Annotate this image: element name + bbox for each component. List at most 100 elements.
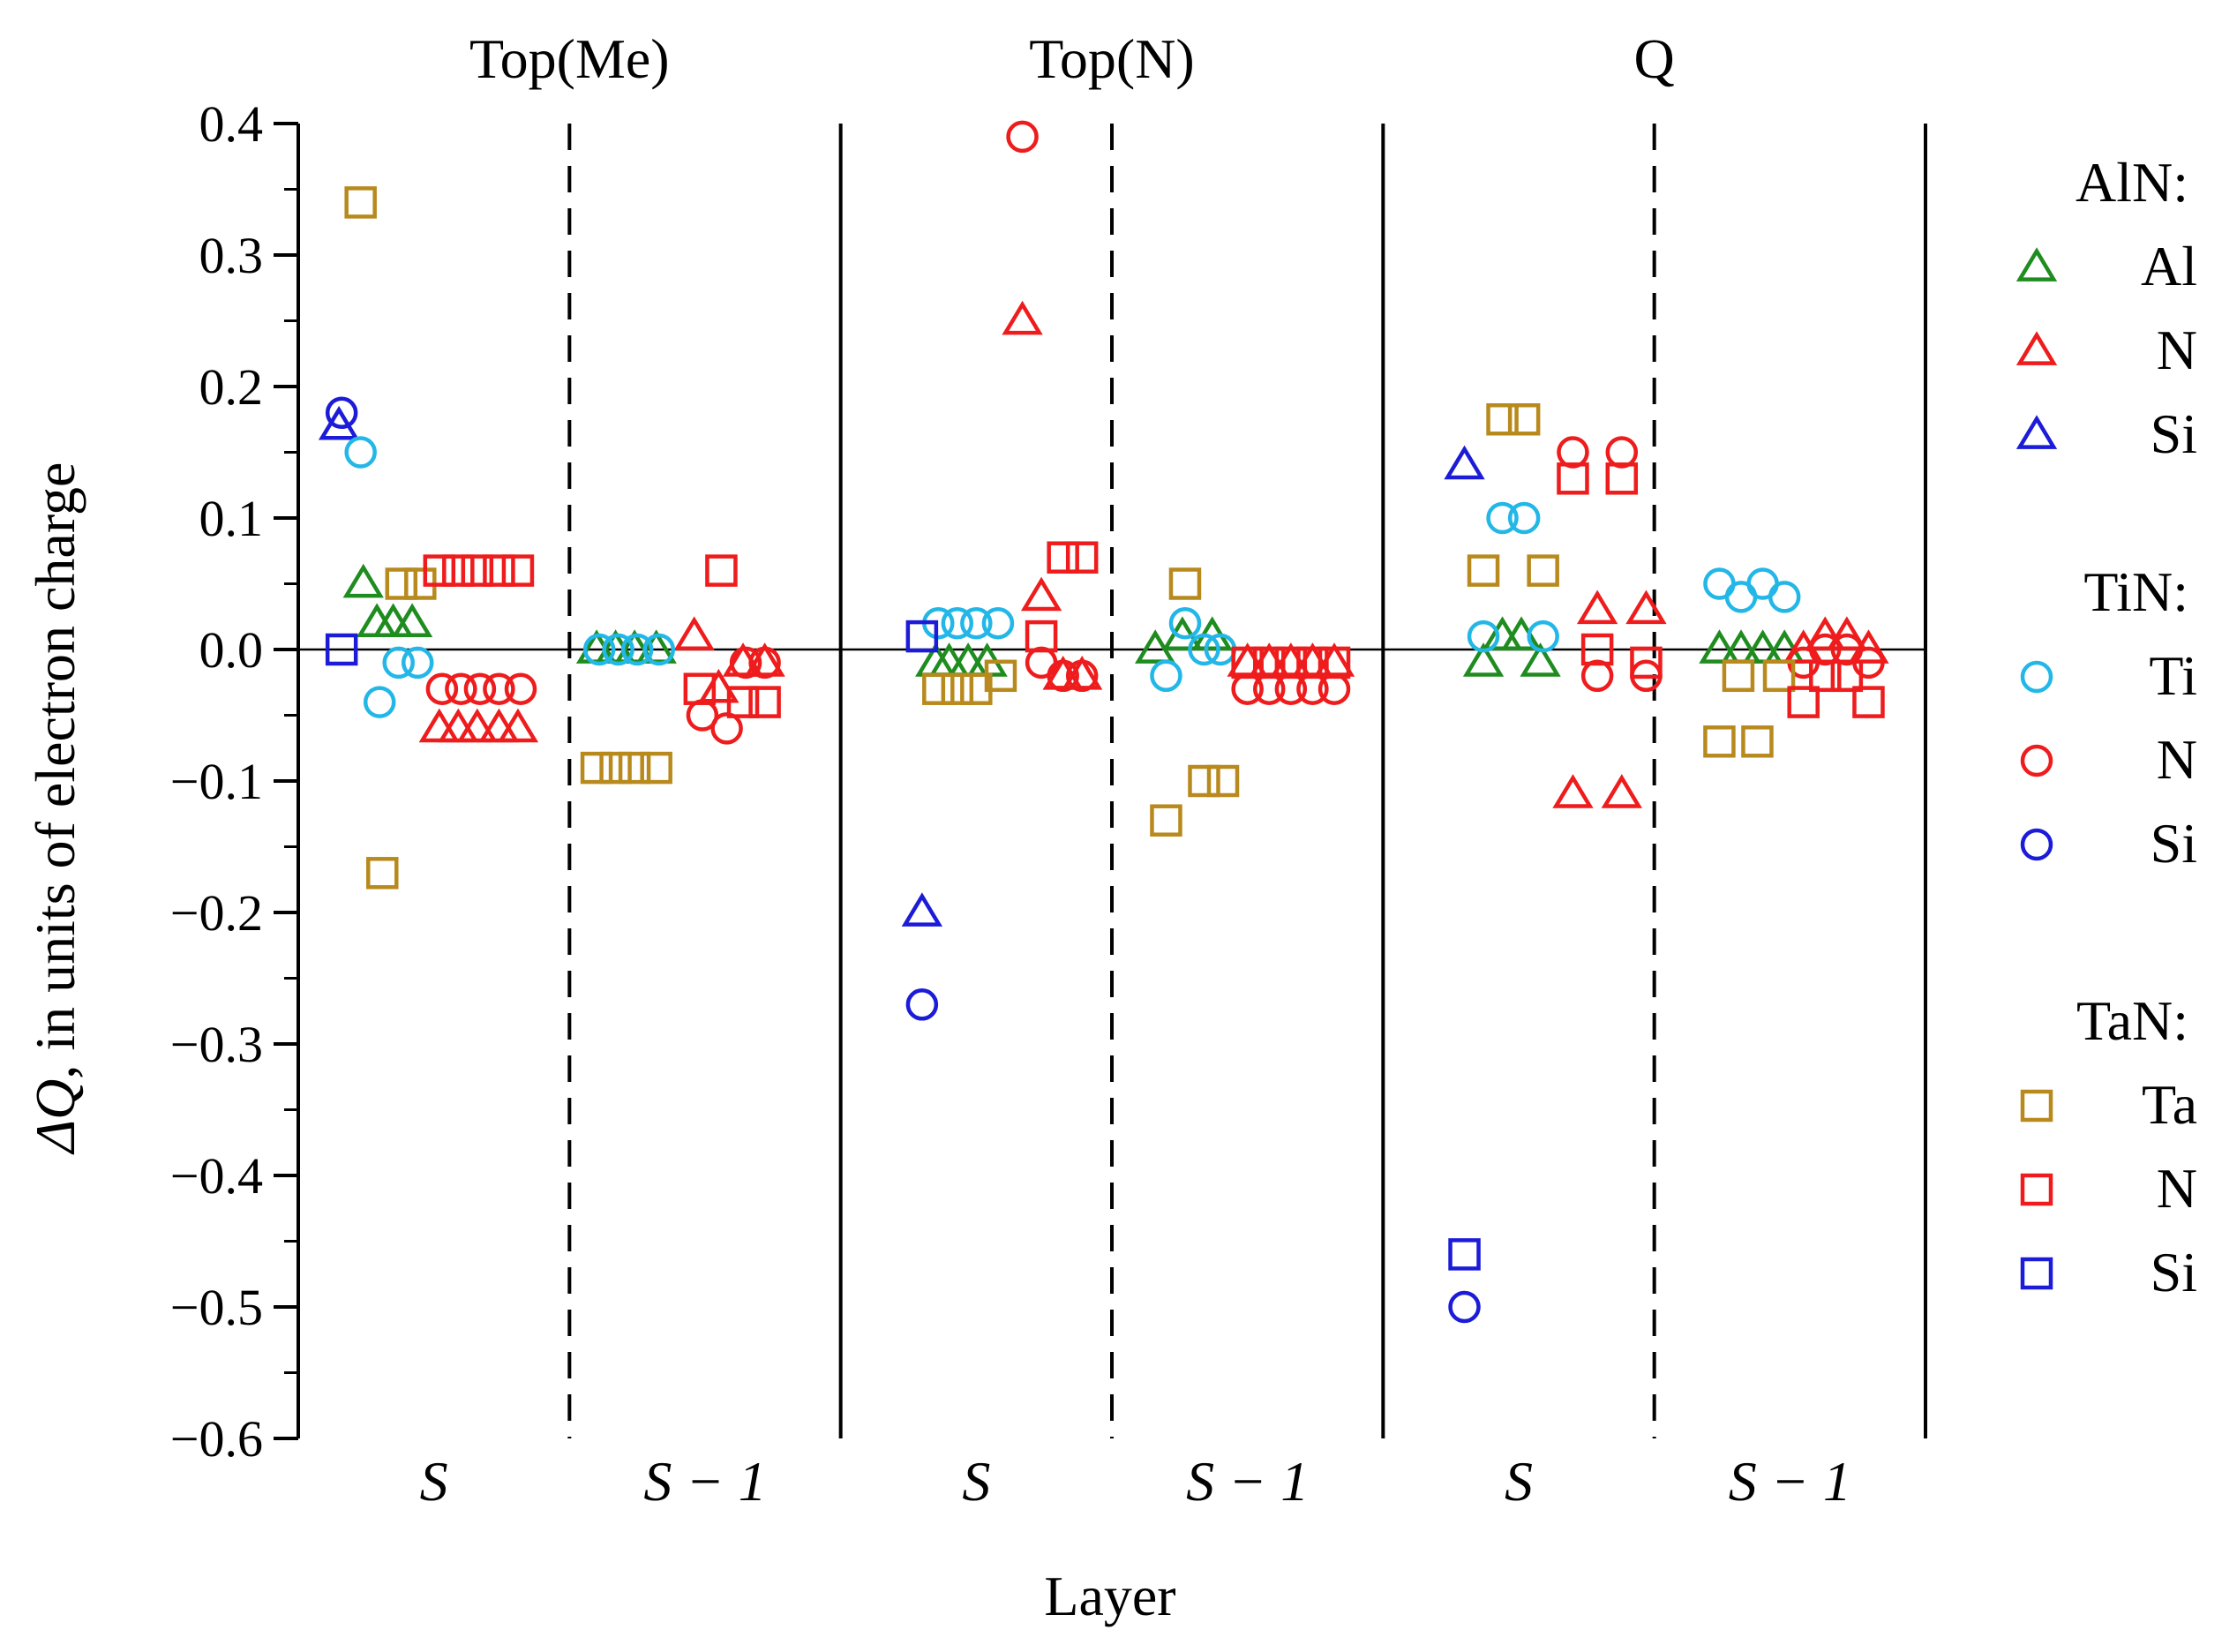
y-axis-title-rest: , in units of electron charge [24, 462, 86, 1079]
legend-marker [2020, 744, 2053, 777]
tan-ta-point [1168, 567, 1202, 600]
tan-ta-point [1741, 725, 1774, 758]
legend-label: Ta [2142, 1073, 2197, 1136]
tan-n-point [1852, 686, 1885, 718]
layer-label: S [962, 1450, 990, 1513]
tin-n-point [1006, 120, 1039, 154]
tan-n-point [442, 554, 475, 587]
tin-ti-point [363, 686, 396, 718]
legend-heading: AlN: [2076, 151, 2188, 214]
tin-ti-point [941, 606, 974, 640]
y-tick-label: 0.0 [199, 621, 264, 679]
tin-n-point [729, 646, 762, 680]
legend-label: Si [2151, 1241, 2197, 1303]
tan-ta-point [941, 672, 974, 705]
tin-si-point [1448, 1290, 1481, 1324]
legend-marker [2020, 1173, 2053, 1206]
tan-si-point [325, 633, 358, 666]
tan-ta-point [1150, 804, 1182, 837]
panel-titles: Top(Me) Top(N) Q [469, 27, 1675, 90]
legend-marker [2016, 415, 2058, 449]
tin-n-point [463, 672, 497, 705]
layer-labels: S S − 1 S S − 1 S S − 1 [420, 1450, 1851, 1513]
tin-n-point [1065, 659, 1099, 693]
tin-ti-point [620, 633, 654, 666]
y-tick-label: −0.1 [170, 753, 263, 810]
aln-al-point [1699, 629, 1740, 664]
legend-label: Al [2141, 235, 2197, 297]
tin-ti-point [1150, 659, 1182, 693]
tan-n-point [1231, 646, 1264, 680]
y-tick-label: 0.3 [199, 227, 264, 284]
aln-n-point [1552, 774, 1594, 808]
aln-n-point [497, 708, 539, 743]
layer-label: S − 1 [1729, 1450, 1851, 1513]
tan-ta-point [599, 751, 632, 785]
layer-label: S [420, 1450, 448, 1513]
tan-n-point [1317, 646, 1351, 680]
aln-n-point [673, 616, 715, 650]
tan-n-point [1580, 633, 1614, 666]
tan-ta-point [1703, 725, 1736, 758]
aln-n-point [1062, 656, 1103, 690]
tin-ti-point [981, 606, 1015, 640]
y-axis-ticks: 0.4 0.3 0.2 0.1 0.0 −0.1 −0.2 −0.3 −0.4 −0.5 −0.6 [170, 95, 298, 1468]
tin-ti-point [642, 633, 676, 666]
panel-title: Top(N) [1029, 27, 1194, 90]
tan-n-point [483, 554, 515, 587]
tin-n-point [425, 672, 459, 705]
legend-label: N [2157, 728, 2197, 791]
y-tick-label: −0.4 [170, 1147, 263, 1205]
tin-ti-point [602, 633, 634, 666]
tin-ti-point [1507, 501, 1541, 535]
tan-n-point [1630, 646, 1663, 680]
legend-marker [2016, 247, 2058, 282]
tan-ta-point [1206, 764, 1240, 798]
legend-label: Si [2151, 402, 2197, 465]
tin-n-point [748, 646, 781, 680]
legend-label: N [2157, 1157, 2197, 1220]
tan-ta-point [618, 751, 651, 785]
aln-n-point [1576, 589, 1618, 625]
tan-n-point [683, 672, 717, 705]
y-axis-title-symbol: ΔQ [24, 1079, 86, 1156]
tan-ta-point [344, 186, 377, 219]
legend-label: Si [2151, 812, 2197, 875]
tin-n-point [1317, 672, 1351, 705]
tin-ti-point [1467, 620, 1500, 653]
tin-ti-point [1527, 620, 1559, 653]
tan-ta-point [1527, 554, 1559, 587]
layer-label: S − 1 [1186, 1450, 1309, 1513]
aln-al-point [342, 563, 384, 598]
tan-ta-point [1722, 659, 1755, 693]
tan-ta-point [1486, 403, 1519, 436]
layer-label: S [1505, 1450, 1533, 1513]
tan-n-point [1557, 462, 1589, 495]
tan-ta-point [580, 751, 613, 785]
tan-n-point [1809, 659, 1842, 693]
tan-n-point [1274, 646, 1308, 680]
tan-n-point [1047, 541, 1079, 574]
tan-n-point [461, 554, 494, 587]
tan-ta-point [366, 857, 399, 890]
aln-si-point [1444, 445, 1485, 480]
tan-n-point [1605, 462, 1639, 495]
tin-n-point [1580, 659, 1614, 693]
tan-n-point [1025, 620, 1058, 653]
aln-n-point [1002, 300, 1043, 335]
tan-n-point [1253, 646, 1286, 680]
y-axis-title: ΔQ, in units of electron charge [24, 462, 86, 1156]
y-tick-label: −0.5 [170, 1279, 263, 1336]
legend-label: N [2157, 319, 2197, 381]
tan-n-point [423, 554, 456, 587]
tan-ta-point [640, 751, 672, 785]
legend-heading: TiN: [2083, 560, 2188, 623]
aln-n-point [744, 642, 785, 677]
tan-ta-point [385, 567, 418, 600]
tin-ti-point [1768, 581, 1801, 613]
tan-ta-point [1188, 764, 1220, 798]
tin-n-point [504, 672, 537, 705]
data-markers [318, 120, 1889, 1324]
tan-n-point [1787, 686, 1820, 718]
